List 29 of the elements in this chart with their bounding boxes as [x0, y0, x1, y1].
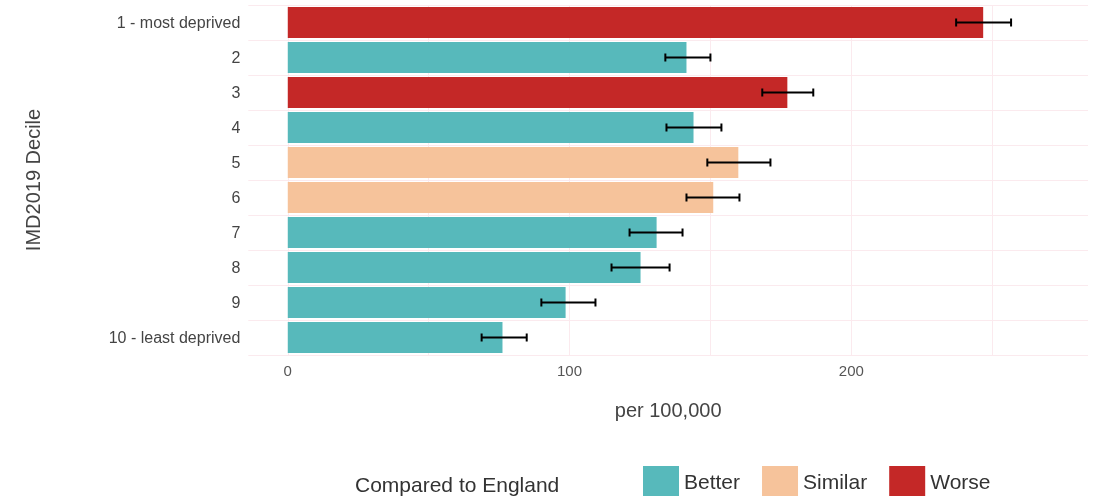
y-tick-label: 10 - least deprived: [108, 329, 241, 346]
legend-label: Better: [684, 469, 741, 493]
bar: [287, 42, 687, 73]
bar: [287, 287, 566, 318]
bar: [287, 217, 657, 248]
y-tick-label: 3: [231, 84, 241, 101]
bar: [287, 112, 694, 143]
legend-label: Similar: [803, 469, 868, 493]
y-tick-label: 8: [231, 259, 241, 276]
y-axis-title: IMD2019 Decile: [22, 108, 45, 252]
legend-title: Compared to England: [355, 473, 560, 496]
bar: [287, 7, 984, 38]
x-axis-title: per 100,000: [614, 399, 722, 421]
x-tick-label: 0: [283, 362, 292, 379]
y-tick-label: 1 - most deprived: [116, 14, 241, 31]
x-tick-label: 200: [838, 362, 864, 379]
bar: [287, 182, 714, 213]
y-tick-label: 6: [231, 189, 241, 206]
y-tick-label: 2: [231, 49, 241, 66]
legend-label: Worse: [930, 469, 991, 493]
x-tick-label: 100: [557, 362, 583, 379]
bar: [287, 322, 503, 353]
y-tick-label: 7: [231, 224, 241, 241]
y-tick-label: 9: [231, 294, 241, 311]
y-tick-label: 5: [231, 154, 241, 171]
y-tick-label: 4: [231, 119, 241, 136]
bar: [287, 77, 788, 108]
bar: [287, 147, 739, 178]
bar: [287, 252, 641, 283]
